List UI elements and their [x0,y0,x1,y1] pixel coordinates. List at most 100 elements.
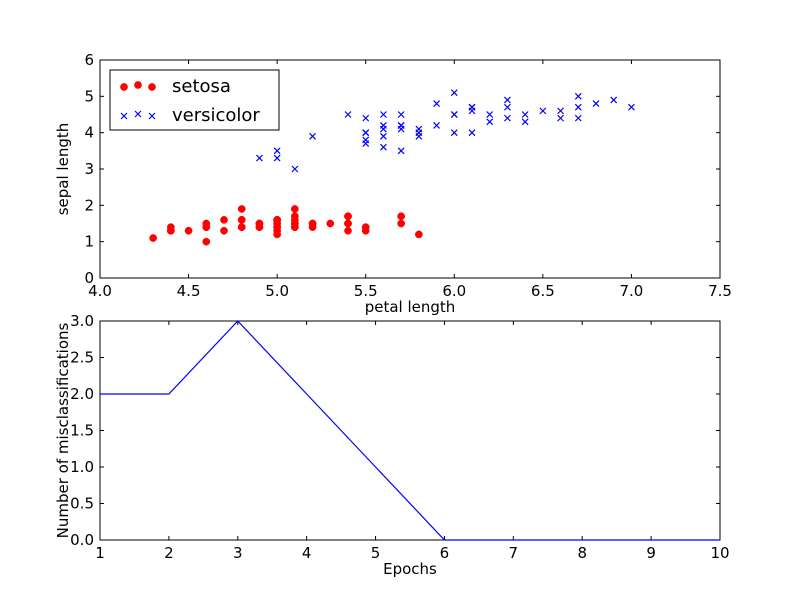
scatter-x-axis: 4.0 4.5 5.0 5.5 6.0 6.5 7.0 7.5 [88,60,732,300]
point-versicolor [397,147,405,155]
line-chart: 1 2 3 4 5 6 7 8 9 10 0.0 0.5 1.0 1.5 2.0 2.5 3.0 Epochs… [54,312,730,578]
point-setosa [308,219,317,228]
point-setosa [344,226,352,235]
point-versicolor [309,132,316,140]
point-versicolor [450,111,458,118]
point-versicolor [256,154,263,162]
line-y-tick-label: 0.5 [70,495,94,513]
legend-marker-point [120,83,128,91]
point-versicolor [415,129,423,137]
point-versicolor [486,111,494,118]
point-setosa [237,205,246,213]
scatter-y-axis-label: sepal length [54,123,72,216]
legend-marker-point [120,112,128,120]
line-y-tick-label: 0.0 [70,531,94,549]
point-versicolor [450,129,458,137]
point-setosa [326,219,335,228]
point-setosa [220,216,228,224]
legend-marker-point [148,112,156,120]
point-versicolor [344,111,352,118]
legend-marker-point [148,83,156,91]
point-setosa [255,223,264,231]
point-setosa [167,226,175,235]
line-y-tick-label: 2.0 [70,385,94,403]
line-x-tick-label: 3 [233,544,243,562]
line-plot-area [99,320,721,541]
point-versicolor [592,100,600,108]
line-x-tick-label: 5 [371,544,381,562]
scatter-y-tick-label: 4 [84,124,94,142]
point-versicolor [628,103,635,111]
point-versicolor [504,96,511,104]
point-versicolor [468,107,476,115]
legend: setosa versicolor [109,69,280,131]
scatter-y-tick-label: 5 [84,87,94,105]
scatter-y-tick-label: 2 [84,196,94,214]
point-setosa [237,223,246,231]
line-x-tick-label: 1 [95,544,105,562]
point-setosa [273,223,281,231]
line-y-tick-label: 3.0 [70,312,94,330]
point-versicolor [539,107,547,115]
point-setosa [397,212,405,221]
point-versicolor [380,111,387,118]
line-series-path [100,320,720,541]
legend-label-setosa: setosa [172,76,231,97]
scatter-x-tick-label: 4.5 [177,282,201,300]
point-versicolor [397,125,405,133]
scatter-y-tick-label: 3 [84,160,94,178]
point-setosa [220,226,228,235]
scatter-x-tick-label: 6.0 [442,282,466,300]
line-y-tick-label: 2.5 [70,349,94,367]
point-versicolor [273,154,281,162]
point-versicolor [504,103,511,111]
legend-marker-point [134,110,142,118]
point-versicolor [273,147,281,155]
scatter-y-axis: 0 1 2 3 4 5 6 [84,51,720,287]
point-setosa [149,234,157,242]
point-versicolor [610,96,618,104]
point-versicolor [362,114,370,122]
point-setosa [291,216,299,224]
point-versicolor [380,132,387,140]
legend-label-versicolor: versicolor [172,105,260,126]
scatter-points [149,89,635,246]
scatter-x-tick-label: 4.0 [88,282,112,300]
point-versicolor [521,111,529,118]
point-setosa [237,216,246,224]
line-x-tick-label: 7 [509,544,519,562]
point-setosa [415,230,423,239]
point-versicolor [557,107,564,115]
line-y-tick-label: 1.5 [70,422,94,440]
legend-marker-point [134,81,142,89]
line-x-axis: 1 2 3 4 5 6 7 8 9 10 [95,321,730,562]
scatter-x-tick-label: 5.5 [354,282,378,300]
scatter-x-tick-label: 7.0 [619,282,643,300]
line-y-axis: 0.0 0.5 1.0 1.5 2.0 2.5 3.0 [70,312,720,549]
point-versicolor [486,118,494,126]
point-setosa [273,216,281,224]
line-x-axis-label: Epochs [383,560,437,578]
point-versicolor [557,114,564,122]
point-setosa [291,205,299,213]
point-versicolor [433,121,440,129]
line-series [100,320,720,541]
legend-box [109,69,280,131]
point-versicolor [521,118,529,126]
point-versicolor [450,89,458,97]
line-y-tick-label: 1.0 [70,458,94,476]
point-versicolor [574,103,582,111]
line-x-tick-label: 6 [440,544,450,562]
line-x-tick-label: 10 [710,544,729,562]
legend-marker-versicolor [120,110,156,120]
point-setosa [361,226,370,235]
scatter-y-tick-label: 1 [84,233,94,251]
point-versicolor [574,92,582,100]
line-x-tick-label: 2 [164,544,174,562]
line-x-tick-label: 9 [646,544,656,562]
scatter-y-tick-label: 0 [84,269,94,287]
line-x-tick-label: 8 [577,544,587,562]
point-setosa [202,237,211,246]
point-versicolor [362,140,370,147]
